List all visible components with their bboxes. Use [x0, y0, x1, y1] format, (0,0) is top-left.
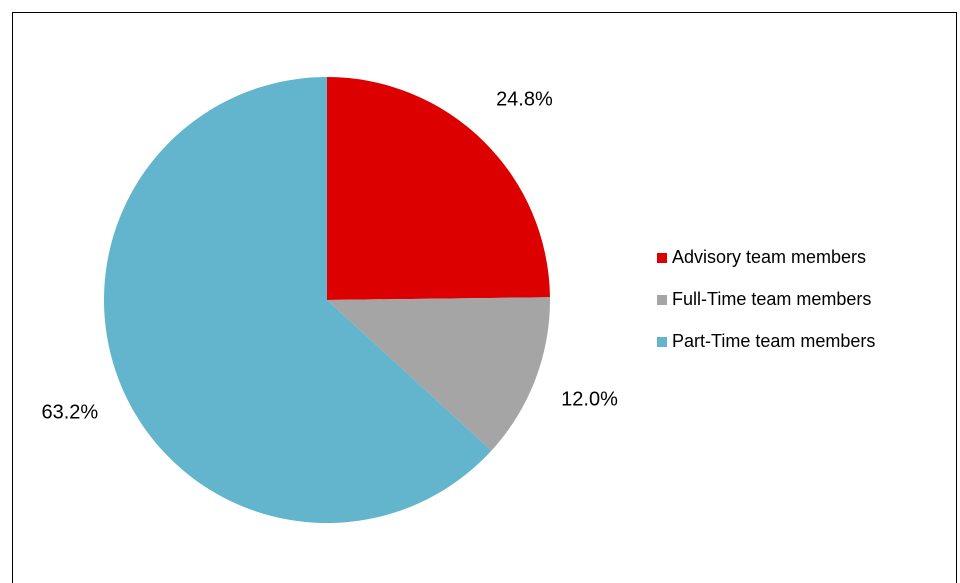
data-label: 12.0% [561, 388, 618, 410]
legend-label: Full-Time team members [672, 289, 871, 309]
legend-swatch [657, 295, 667, 305]
legend-label: Part-Time team members [672, 331, 875, 351]
legend-swatch [657, 253, 667, 263]
pie-slice [104, 77, 492, 523]
pie-slice [327, 77, 550, 300]
data-label: 24.8% [496, 88, 553, 110]
pie-slice [327, 297, 550, 451]
data-label: 63.2% [41, 401, 98, 423]
legend-swatch [657, 337, 667, 347]
legend-label: Advisory team members [672, 247, 866, 267]
